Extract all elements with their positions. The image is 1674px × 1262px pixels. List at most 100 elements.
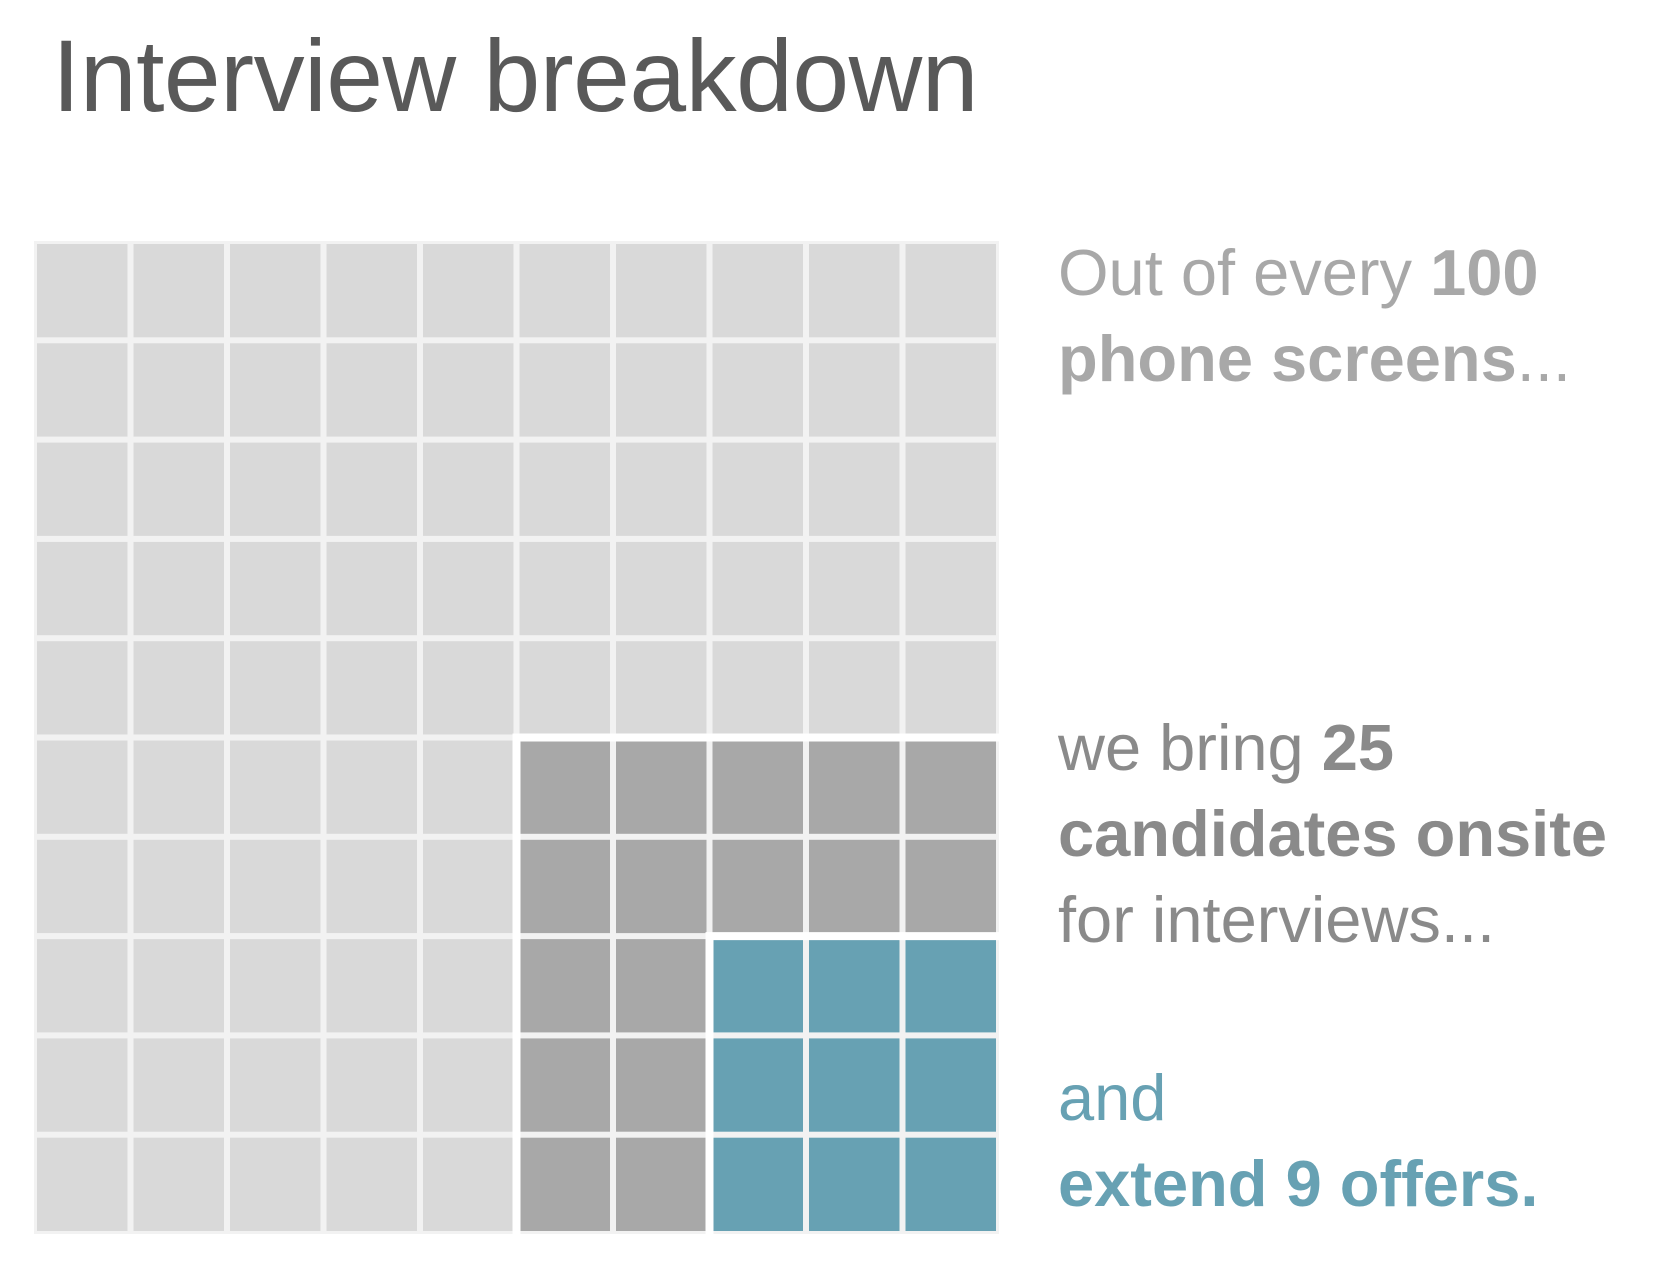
waffle-cell: [423, 442, 514, 536]
waffle-cell: [326, 343, 417, 437]
waffle-cell: [519, 1137, 610, 1231]
waffle-cell: [809, 541, 900, 636]
waffle-cell: [519, 839, 610, 934]
waffle-cell: [230, 442, 321, 536]
waffle-cell: [616, 839, 707, 934]
waffle-cell: [712, 939, 803, 1033]
waffle-chart: [34, 241, 999, 1234]
waffle-cell: [326, 839, 417, 934]
waffle-cell: [519, 343, 610, 437]
annotation-onsite-noun: candidates onsite: [1058, 797, 1608, 870]
waffle-cell: [712, 442, 803, 536]
waffle-cell: [37, 244, 128, 338]
waffle-cell: [905, 343, 996, 437]
waffle-cell: [905, 244, 996, 338]
waffle-cell: [905, 740, 996, 834]
waffle-cell: [326, 939, 417, 1033]
waffle-cell: [326, 1038, 417, 1132]
waffle-cell: [712, 541, 803, 636]
waffle-cell: [37, 839, 128, 934]
waffle-cell: [905, 641, 996, 735]
waffle-cell: [423, 839, 514, 934]
annotation-onsite-line2: candidates onsite: [1058, 791, 1607, 877]
annotation-offers: and extend 9 offers.: [1058, 1055, 1538, 1227]
waffle-cell: [423, 939, 514, 1033]
annotation-screens-line1: Out of every 100: [1058, 230, 1571, 316]
waffle-cell: [616, 939, 707, 1033]
waffle-cell: [712, 839, 803, 934]
waffle-cell: [423, 244, 514, 338]
waffle-cell: [423, 1137, 514, 1231]
waffle-cell: [37, 343, 128, 437]
waffle-cell: [133, 839, 224, 934]
waffle-cell: [519, 541, 610, 636]
waffle-cell: [905, 442, 996, 536]
waffle-cell: [519, 939, 610, 1033]
waffle-cell: [230, 839, 321, 934]
waffle-cell: [133, 244, 224, 338]
waffle-cell: [712, 740, 803, 834]
waffle-cell: [905, 541, 996, 636]
waffle-cell: [133, 541, 224, 636]
waffle-cell: [905, 1137, 996, 1231]
waffle-cell: [809, 1038, 900, 1132]
chart-title: Interview breakdown: [52, 19, 978, 133]
group-border: [705, 932, 999, 1234]
annotation-screens-suffix: ...: [1516, 322, 1571, 395]
waffle-cell: [519, 641, 610, 735]
waffle-cell: [616, 541, 707, 636]
waffle-cell: [326, 641, 417, 735]
waffle-cell: [616, 442, 707, 536]
annotation-screens-number: 100: [1430, 236, 1539, 309]
waffle-cell: [230, 541, 321, 636]
waffle-cell: [616, 1137, 707, 1231]
waffle-cell: [905, 839, 996, 934]
waffle-cell: [326, 1137, 417, 1231]
waffle-cell: [133, 740, 224, 834]
waffle-cell: [616, 343, 707, 437]
waffle-cell: [809, 343, 900, 437]
waffle-cell: [133, 442, 224, 536]
waffle-cell: [37, 442, 128, 536]
waffle-cell: [37, 740, 128, 834]
waffle-cell: [230, 1137, 321, 1231]
waffle-cell: [905, 1038, 996, 1132]
annotation-onsite-number: 25: [1321, 711, 1395, 784]
waffle-cell: [809, 442, 900, 536]
waffle-cell: [326, 740, 417, 834]
waffle-cell: [133, 1137, 224, 1231]
waffle-cell: [712, 343, 803, 437]
waffle-cell: [519, 740, 610, 834]
annotation-offers-line2: extend 9 offers.: [1058, 1141, 1538, 1227]
waffle-cell: [326, 541, 417, 636]
annotation-onsite-prefix: we bring: [1058, 711, 1322, 784]
waffle-cell: [133, 641, 224, 735]
annotation-onsite: we bring 25 candidates onsite for interv…: [1058, 705, 1607, 963]
waffle-cell: [809, 740, 900, 834]
waffle-cell: [37, 1038, 128, 1132]
waffle-cell: [423, 343, 514, 437]
waffle-cell: [37, 1137, 128, 1231]
waffle-cell: [326, 244, 417, 338]
waffle-cell: [230, 244, 321, 338]
annotation-screens-line2: phone screens...: [1058, 316, 1571, 402]
waffle-cell: [423, 1038, 514, 1132]
waffle-cell: [616, 641, 707, 735]
waffle-cell: [230, 641, 321, 735]
waffle-cell: [230, 343, 321, 437]
waffle-cell: [230, 939, 321, 1033]
annotation-offers-emphasis: extend 9 offers.: [1058, 1147, 1539, 1220]
waffle-cell: [37, 541, 128, 636]
waffle-cell: [616, 1038, 707, 1132]
waffle-cell: [519, 1038, 610, 1132]
waffle-cell: [37, 939, 128, 1033]
waffle-cell: [423, 641, 514, 735]
waffle-cell: [519, 442, 610, 536]
waffle-cell: [133, 1038, 224, 1132]
waffle-cell: [712, 1137, 803, 1231]
annotation-screens-prefix: Out of every: [1058, 236, 1431, 309]
waffle-cell: [326, 442, 417, 536]
waffle-cell: [230, 740, 321, 834]
waffle-cell: [423, 541, 514, 636]
annotation-onsite-line3: for interviews...: [1058, 883, 1496, 956]
